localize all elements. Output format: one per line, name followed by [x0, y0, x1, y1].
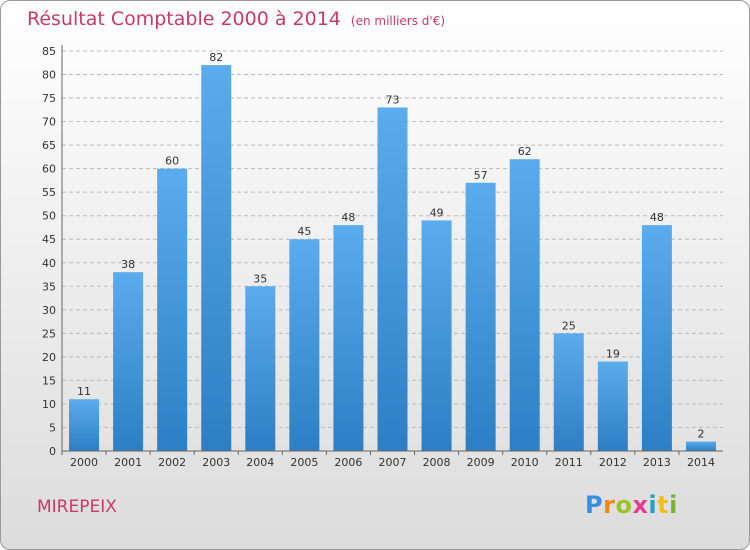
bar-value-label: 60: [165, 155, 179, 168]
logo-letter: x: [632, 491, 649, 519]
y-tick-label: 30: [42, 304, 56, 317]
bar-value-label: 35: [253, 272, 267, 285]
bar-value-label: 48: [341, 211, 355, 224]
proxiti-logo: Proxiti: [585, 491, 678, 519]
y-tick-label: 55: [42, 186, 56, 199]
y-tick-label: 25: [42, 327, 56, 340]
chart-title-text: Résultat Comptable 2000 à 2014: [27, 8, 341, 30]
bar-value-label: 62: [518, 145, 532, 158]
x-tick-label: 2008: [423, 456, 451, 469]
bar-value-label: 25: [562, 319, 576, 332]
bar-value-label: 73: [386, 93, 400, 106]
x-tick-label: 2002: [158, 456, 186, 469]
bar: [685, 441, 716, 451]
x-tick-label: 2005: [290, 456, 318, 469]
x-tick-label: 2003: [202, 456, 230, 469]
x-tick-label: 2001: [114, 456, 142, 469]
bar-value-label: 82: [209, 51, 223, 64]
bar: [509, 159, 540, 451]
y-tick-label: 10: [42, 398, 56, 411]
y-tick-label: 65: [42, 139, 56, 152]
y-tick-label: 5: [49, 421, 56, 434]
logo-letter: i: [669, 491, 678, 519]
y-tick-label: 15: [42, 374, 56, 387]
x-tick-label: 2007: [379, 456, 407, 469]
x-tick-label: 2012: [599, 456, 627, 469]
chart-subtitle: (en milliers d'€): [350, 14, 446, 28]
bar: [201, 65, 232, 451]
y-tick-label: 40: [42, 257, 56, 270]
axes: 0 5 10 15 20 25 30 35 40 45 50 55 60 65 70 75 80 85 2000 20…: [42, 45, 723, 469]
x-tick-label: 2014: [687, 456, 715, 469]
bar-value-label: 11: [77, 385, 91, 398]
commune-name: MIREPEIX: [37, 497, 117, 517]
bar-value-label: 49: [430, 206, 444, 219]
bar: [465, 182, 496, 451]
logo-letter: i: [648, 491, 658, 519]
logo-letter: t: [657, 491, 670, 519]
y-tick-label: 45: [42, 233, 56, 246]
bar: [641, 225, 672, 451]
bar: [333, 225, 364, 451]
bar: [597, 361, 628, 451]
bar-value-label: 48: [650, 211, 664, 224]
x-tick-label: 2000: [70, 456, 98, 469]
x-tick-label: 2011: [555, 456, 583, 469]
x-tick-label: 2006: [334, 456, 362, 469]
bar-value-label: 19: [606, 348, 620, 361]
bar-value-label: 38: [121, 258, 135, 271]
y-tick-label: 35: [42, 280, 56, 293]
bar: [377, 107, 408, 452]
bar-value-label: 57: [474, 169, 488, 182]
chart-title: Résultat Comptable 2000 à 2014 (en millie…: [27, 8, 445, 30]
x-tick-label: 2004: [246, 456, 274, 469]
y-tick-label: 0: [49, 445, 56, 458]
bar: [157, 168, 188, 451]
logo-letter: r: [603, 491, 616, 519]
bar: [553, 333, 584, 451]
bar: [245, 286, 276, 451]
logo-letter: o: [615, 491, 633, 519]
y-tick-label: 50: [42, 210, 56, 223]
y-tick-label: 80: [42, 69, 56, 82]
bars: 11 38 60 82 35 45 48 73 49 57 62 25 19 48 2: [69, 51, 716, 452]
y-tick-label: 70: [42, 116, 56, 129]
y-tick-label: 20: [42, 351, 56, 364]
x-tick-label: 2010: [511, 456, 539, 469]
x-tick-label: 2009: [467, 456, 495, 469]
logo-letter: P: [585, 491, 604, 519]
bar: [289, 239, 320, 451]
bar: [421, 220, 452, 451]
y-tick-label: 75: [42, 92, 56, 105]
bar-value-label: 2: [697, 428, 704, 441]
y-tick-label: 85: [42, 45, 56, 58]
bar: [69, 399, 100, 451]
bar-value-label: 45: [297, 225, 311, 238]
x-tick-label: 2013: [643, 456, 671, 469]
y-tick-label: 60: [42, 163, 56, 176]
bar: [113, 272, 144, 451]
